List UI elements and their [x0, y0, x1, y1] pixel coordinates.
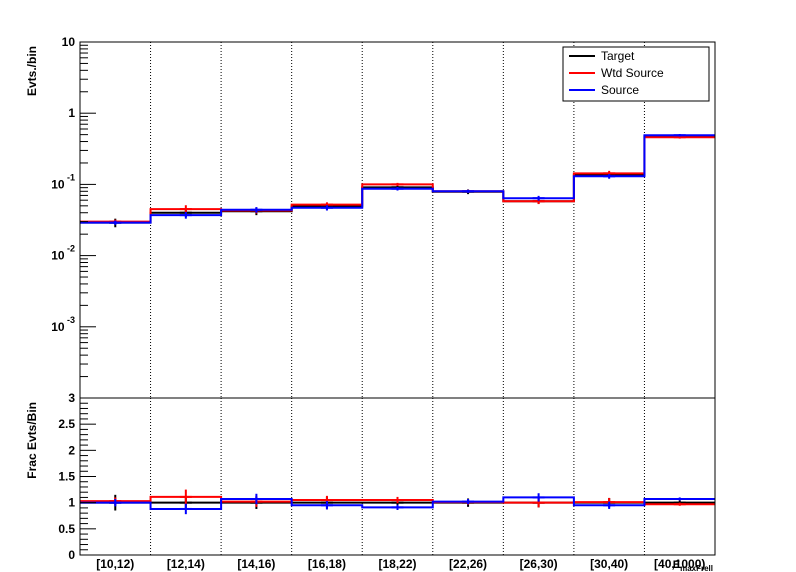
bottom-y-tick-label: 0	[68, 548, 75, 562]
x-tick-label: [26,30)	[520, 557, 558, 571]
legend-label: Wtd Source	[601, 66, 664, 80]
top-y-tick-exponent: -3	[67, 315, 75, 325]
top-series-target	[80, 134, 715, 228]
top-y-axis: 101-110-210-310	[51, 35, 96, 399]
x-tick-label: [22,26)	[449, 557, 487, 571]
x-tick-label: [18,22)	[378, 557, 416, 571]
top-y-tick-base: 1	[68, 106, 75, 120]
x-axis-label-subscript: maxFrell	[680, 564, 713, 572]
top-series-source	[80, 134, 715, 225]
top-y-tick-exponent: -1	[67, 172, 75, 182]
bottom-plot-frame	[79, 397, 716, 556]
x-tick-label: [40,1000)	[654, 557, 705, 571]
bottom-grid	[150, 398, 645, 555]
bottom-y-tick-label: 2	[68, 443, 75, 457]
bottom-y-tick-label: 0.5	[58, 522, 75, 536]
x-tick-labels: [10,12) [12,14) [14,16) [16,18) [18,22) [22,2…	[96, 557, 705, 571]
top-y-tick-label: -310	[51, 315, 75, 334]
bottom-panel: 0 0.5 1 1.5 2 2.5 3 Frac Evts/Bin [10,12) [12,1…	[25, 391, 716, 572]
bottom-y-tick-label: 2.5	[58, 417, 75, 431]
bottom-series	[80, 489, 715, 515]
top-y-tick-exponent: -2	[67, 244, 75, 254]
x-axis-label: EmaxFrell	[673, 559, 713, 572]
x-tick-label: [30,40)	[590, 557, 628, 571]
legend-label: Target	[601, 49, 635, 63]
bottom-y-tick-label: 3	[68, 391, 75, 405]
x-tick-label: [12,14)	[167, 557, 205, 571]
bottom-y-axis-label: Frac Evts/Bin	[25, 402, 39, 479]
bottom-y-tick-label: 1	[68, 496, 75, 510]
bottom-y-tick-label: 1.5	[58, 470, 75, 484]
bottom-y-axis: 0 0.5 1 1.5 2 2.5 3	[58, 391, 96, 562]
top-series	[80, 134, 715, 228]
top-y-tick-base: 10	[51, 320, 65, 334]
top-y-tick-label: 1	[68, 106, 75, 120]
x-axis-label-main: E	[673, 559, 680, 571]
top-y-tick-base: 10	[51, 249, 65, 263]
legend: Target Wtd Source Source	[562, 46, 710, 102]
top-y-tick-base: 10	[51, 177, 65, 191]
top-y-tick-label: -110	[51, 172, 75, 191]
top-y-tick-label: -210	[51, 244, 75, 263]
legend-label: Source	[601, 83, 639, 97]
bottom-series-source	[80, 493, 715, 515]
top-step-line	[80, 136, 715, 223]
x-tick-label: [10,12)	[96, 557, 134, 571]
x-tick-label: [16,18)	[308, 557, 346, 571]
bottom-step-line	[80, 495, 715, 506]
top-y-tick-base: 10	[62, 35, 76, 49]
x-tick-label: [14,16)	[237, 557, 275, 571]
top-series-wtd-source	[80, 135, 715, 224]
top-y-axis-label: Evts./bin	[25, 46, 39, 96]
top-y-tick-label: 10	[62, 35, 76, 49]
